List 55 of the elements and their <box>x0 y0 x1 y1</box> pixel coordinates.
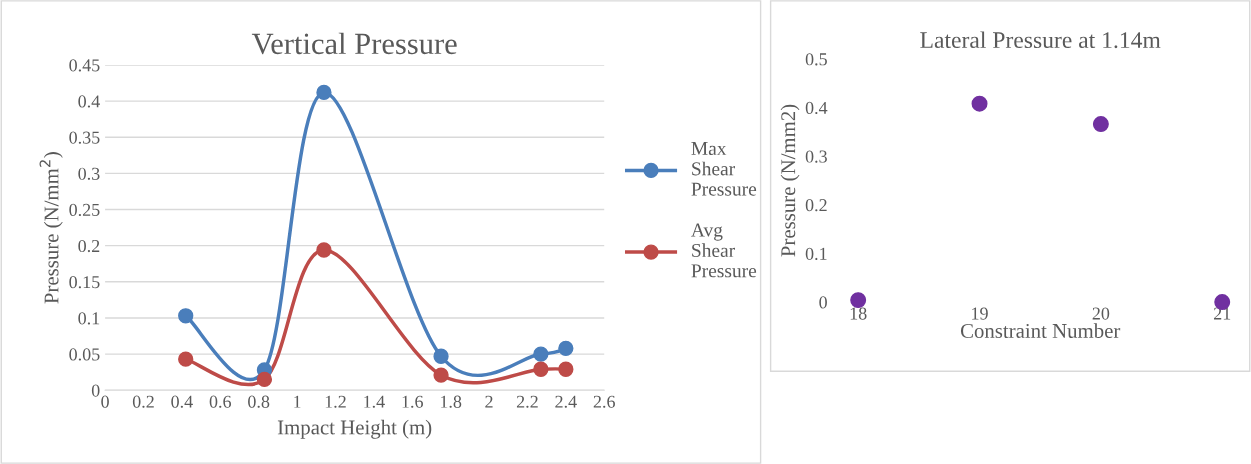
point <box>178 308 194 324</box>
x-tick-label: 2.6 <box>593 395 615 408</box>
point <box>533 361 549 377</box>
y-tick-label: 0.5 <box>805 53 827 66</box>
x-tick-label: 0.6 <box>209 395 232 408</box>
y-tick-label: 0.45 <box>69 59 100 72</box>
y-tick-label: 0.3 <box>78 167 100 180</box>
x-tick-label: 2.4 <box>555 395 577 408</box>
point <box>433 348 449 364</box>
x-tick-label: 0.4 <box>171 395 193 408</box>
point <box>433 367 449 383</box>
point <box>316 84 332 101</box>
x-tick-label: 1.2 <box>325 395 346 408</box>
point <box>256 371 273 388</box>
x-tick-label: 21 <box>1213 307 1231 320</box>
x-tick-label: 20 <box>1092 307 1110 320</box>
y-tick-label: 0.1 <box>805 247 827 260</box>
x-tick-label: 18 <box>850 307 867 320</box>
point <box>316 242 332 258</box>
x-axis-title: Impact Height (m) <box>277 419 432 439</box>
legend-label: Max Shear Pressure <box>691 142 757 196</box>
x-tick-label: 0.2 <box>132 395 154 408</box>
y-tick-label: 0 <box>819 296 827 309</box>
x-tick-label: 1.6 <box>402 395 423 408</box>
y-tick-label: 0.4 <box>78 95 100 108</box>
chart-title: Vertical Pressure <box>251 32 457 55</box>
x-tick-label: 1.4 <box>364 395 385 408</box>
y-tick-label: 0.4 <box>805 101 828 115</box>
y-tick-label: 0.15 <box>69 276 100 289</box>
point <box>1092 116 1109 133</box>
point <box>533 346 549 362</box>
y-tick-label: 0.1 <box>78 312 100 325</box>
y-tick-label: 0.05 <box>69 348 100 361</box>
x-tick-label: 1.8 <box>440 395 462 408</box>
chart-title: Lateral Pressure at 1.14m <box>920 31 1161 49</box>
y-axis-title: Pressure (N/mm2) <box>780 104 800 257</box>
x-tick-label: 2 <box>485 395 493 408</box>
y-tick-label: 0.3 <box>805 150 827 163</box>
x-tick-label: 0.8 <box>248 395 270 408</box>
legend-label: Avg Shear Pressure <box>691 223 757 278</box>
x-tick-label: 2.2 <box>516 395 538 408</box>
point <box>178 351 194 367</box>
y-tick-label: 0.25 <box>69 203 100 217</box>
point <box>558 340 574 356</box>
x-axis-title: Constraint Number <box>960 323 1121 338</box>
x-tick-label: 1 <box>294 395 301 408</box>
point <box>971 95 988 112</box>
y-tick-label: 0 <box>91 384 100 397</box>
y-tick-label: 0.35 <box>69 131 100 144</box>
x-tick-label: 19 <box>972 307 988 320</box>
point <box>558 361 574 377</box>
y-axis-title: Pressure (N/mm$^{2}$) <box>39 152 63 304</box>
x-tick-label: 0 <box>101 395 109 408</box>
y-tick-label: 0.2 <box>78 239 100 253</box>
y-tick-label: 0.2 <box>805 199 827 212</box>
